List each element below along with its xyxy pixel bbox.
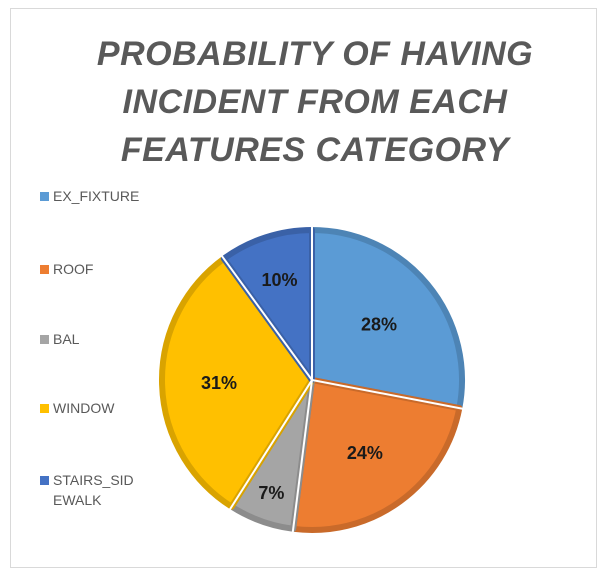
legend-item-ex-fixture: EX_FIXTURE xyxy=(40,186,149,206)
slice-separator xyxy=(228,379,313,511)
legend-item-roof: ROOF xyxy=(40,259,149,279)
legend-swatch-stairs-sidewalk xyxy=(40,476,49,485)
legend-item-bal: BAL xyxy=(40,329,149,349)
legend-swatch-bal xyxy=(40,335,49,344)
slice-separator xyxy=(220,254,313,381)
legend-swatch-ex-fixture xyxy=(40,192,49,201)
pie-slice-stairs-sidewalk xyxy=(220,227,315,383)
data-label-stairs-sidewalk: 10% xyxy=(262,270,298,290)
data-label-bal: 7% xyxy=(258,483,284,503)
chart-title: PROBABILITY OF HAVING INCIDENT FROM EACH… xyxy=(96,35,534,169)
pie-slice-ex-fixture xyxy=(309,227,465,412)
legend-item-window: WINDOW xyxy=(40,398,149,418)
data-label-window: 31% xyxy=(201,373,237,393)
slice-separator xyxy=(311,379,464,410)
pie-slice-window xyxy=(159,255,315,510)
pie-chart: 28% 24% 7% 31% 10% xyxy=(159,226,465,533)
legend-swatch-window xyxy=(40,404,49,413)
legend-label-bal: BAL xyxy=(53,331,80,347)
legend-swatch-roof xyxy=(40,265,49,274)
legend-label-ex-fixture: EX_FIXTURE xyxy=(53,188,140,204)
data-label-ex-fixture: 28% xyxy=(361,315,397,335)
slice-separator xyxy=(291,379,313,533)
legend-label-stairs-sidewalk: STAIRS_SIDEWALK xyxy=(53,472,134,508)
pie-slice-roof xyxy=(290,377,463,533)
legend-label-roof: ROOF xyxy=(53,261,94,277)
data-label-roof: 24% xyxy=(347,443,383,463)
legend-label-window: WINDOW xyxy=(53,400,115,416)
legend-item-stairs-sidewalk: STAIRS_SIDEWALK xyxy=(40,470,141,510)
